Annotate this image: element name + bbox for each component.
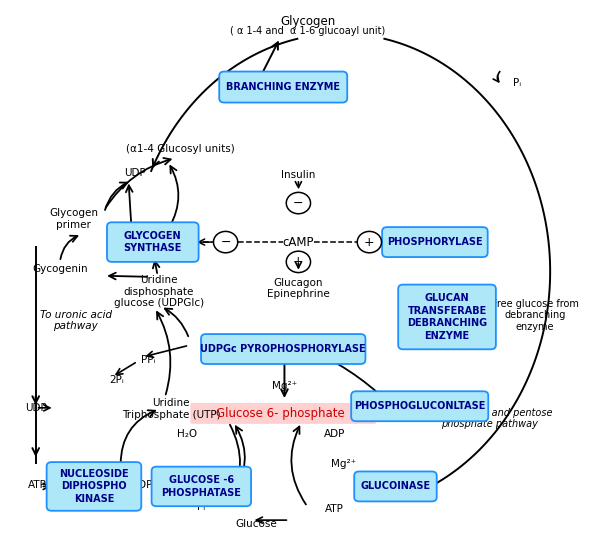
Text: Free glucose from
debranching
enzyme: Free glucose from debranching enzyme: [491, 299, 579, 332]
Text: Glycogen
primer: Glycogen primer: [49, 209, 98, 230]
Text: Gycogenin: Gycogenin: [32, 264, 88, 274]
Text: NUCLEOSIDE
DIPHOSPHO
KINASE: NUCLEOSIDE DIPHOSPHO KINASE: [59, 469, 129, 504]
Text: UDP: UDP: [25, 403, 47, 413]
Text: Glucose 1- phosphate: Glucose 1- phosphate: [249, 343, 363, 352]
Text: PHOSPHORYLASE: PHOSPHORYLASE: [387, 237, 483, 247]
Text: ADP: ADP: [324, 429, 346, 439]
Text: +: +: [293, 255, 304, 268]
FancyBboxPatch shape: [219, 72, 347, 103]
Text: ATP: ATP: [325, 504, 344, 514]
Text: Insulin: Insulin: [281, 171, 315, 180]
Text: Glucose 6- phosphate: Glucose 6- phosphate: [216, 407, 344, 420]
FancyBboxPatch shape: [201, 334, 365, 364]
Text: Mg²⁺: Mg²⁺: [272, 381, 297, 392]
Text: Glycogen: Glycogen: [280, 15, 335, 28]
Text: ATP: ATP: [28, 481, 47, 490]
Text: GLUCAN
TRANSFERABE
DEBRANCHING
ENZYME: GLUCAN TRANSFERABE DEBRANCHING ENZYME: [407, 293, 487, 340]
Text: Uridine
Triphosphate (UTP): Uridine Triphosphate (UTP): [122, 398, 220, 420]
Text: (α1-4 Glucosyl units): (α1-4 Glucosyl units): [125, 143, 234, 154]
Text: PHOSPHOGLUCONLTASE: PHOSPHOGLUCONLTASE: [354, 401, 485, 411]
FancyBboxPatch shape: [382, 227, 488, 257]
Text: GLUCOSE -6
PHOSPHATASE: GLUCOSE -6 PHOSPHATASE: [161, 475, 241, 497]
Text: cAMP: cAMP: [283, 236, 314, 249]
Text: 2Pᵢ: 2Pᵢ: [109, 375, 124, 384]
Text: Mg²⁺: Mg²⁺: [331, 459, 357, 469]
Text: +: +: [364, 236, 375, 249]
FancyBboxPatch shape: [398, 285, 496, 349]
Text: −: −: [293, 197, 304, 210]
Text: UDPGc PYROPHOSPHORYLASE: UDPGc PYROPHOSPHORYLASE: [200, 344, 366, 354]
Text: Glucose: Glucose: [235, 519, 277, 529]
Text: GLUCOINASE: GLUCOINASE: [360, 482, 430, 491]
FancyBboxPatch shape: [151, 466, 251, 506]
Text: UDP: UDP: [124, 168, 146, 178]
Text: Pᵢ: Pᵢ: [197, 502, 205, 512]
Text: Glucagon
Epinephrine: Glucagon Epinephrine: [267, 278, 330, 299]
FancyBboxPatch shape: [47, 462, 141, 511]
Text: PPᵢ: PPᵢ: [141, 355, 156, 365]
Text: ADP: ADP: [132, 481, 153, 490]
Text: H₂O: H₂O: [177, 429, 197, 439]
Text: GLYCOGEN
SYNTHASE: GLYCOGEN SYNTHASE: [124, 231, 182, 253]
FancyBboxPatch shape: [191, 403, 376, 424]
FancyBboxPatch shape: [354, 471, 437, 501]
FancyBboxPatch shape: [351, 392, 488, 421]
Text: ( α 1-4 and  α 1-6 glucoayl unit): ( α 1-4 and α 1-6 glucoayl unit): [230, 26, 385, 36]
Text: Pᵢ: Pᵢ: [512, 78, 521, 89]
FancyBboxPatch shape: [107, 222, 199, 262]
Text: Uridine
disphosphate
glucose (UDPGlc): Uridine disphosphate glucose (UDPGlc): [114, 275, 204, 308]
Text: BRANCHING ENZYME: BRANCHING ENZYME: [226, 82, 340, 92]
Text: To uronic acid
pathway: To uronic acid pathway: [40, 310, 112, 331]
Text: −: −: [220, 236, 231, 249]
Text: To glycolysis and pentose
phosphate pathway: To glycolysis and pentose phosphate path…: [427, 408, 552, 430]
